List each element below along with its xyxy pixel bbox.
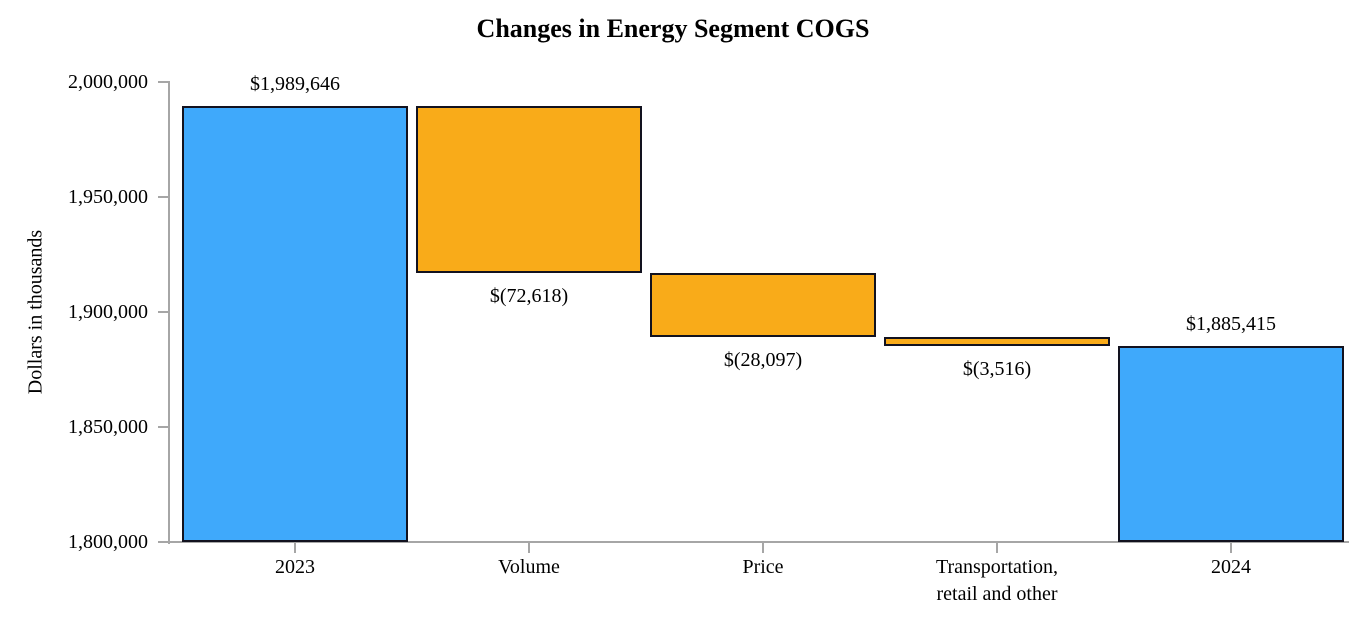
y-tick xyxy=(158,196,170,198)
x-tick-label-2023: 2023 xyxy=(275,556,315,578)
y-tick xyxy=(158,426,170,428)
bar-value-label-transportation-retail-and-other: $(3,516) xyxy=(962,357,1032,380)
bar-volume xyxy=(416,105,642,273)
y-tick-label: 1,950,000 xyxy=(68,186,148,208)
y-tick xyxy=(158,81,170,83)
bar-transportation-retail-and-other xyxy=(884,337,1110,346)
bar-2023 xyxy=(182,105,408,542)
bar-value-label-volume: $(72,618) xyxy=(489,284,569,307)
bar-value-label-price: $(28,097) xyxy=(723,349,803,372)
x-tick xyxy=(762,543,764,553)
x-tick xyxy=(294,543,296,553)
y-tick-label: 2,000,000 xyxy=(68,71,148,93)
x-tick xyxy=(528,543,530,553)
y-axis-line xyxy=(168,82,170,544)
y-tick-label: 1,850,000 xyxy=(68,416,148,438)
x-axis-line xyxy=(158,541,1349,543)
y-tick xyxy=(158,311,170,313)
x-tick-label-price: Price xyxy=(742,556,784,578)
bar-value-label-2024: $1,885,415 xyxy=(1186,312,1276,335)
bar-2024 xyxy=(1118,345,1344,542)
x-tick-label-transportation-retail-and-other: Transportation, retail and other xyxy=(935,556,1059,605)
bar-value-label-2023: $1,989,646 xyxy=(250,72,340,95)
x-tick xyxy=(1230,543,1232,553)
x-tick-label-volume: Volume xyxy=(498,556,560,578)
y-tick-label: 1,800,000 xyxy=(68,531,148,553)
x-tick xyxy=(996,543,998,553)
y-tick-label: 1,900,000 xyxy=(68,301,148,323)
x-tick-label-2024: 2024 xyxy=(1211,556,1251,578)
chart-title: Changes in Energy Segment COGS xyxy=(476,14,870,43)
bar-price xyxy=(650,272,876,338)
y-tick xyxy=(158,541,170,543)
